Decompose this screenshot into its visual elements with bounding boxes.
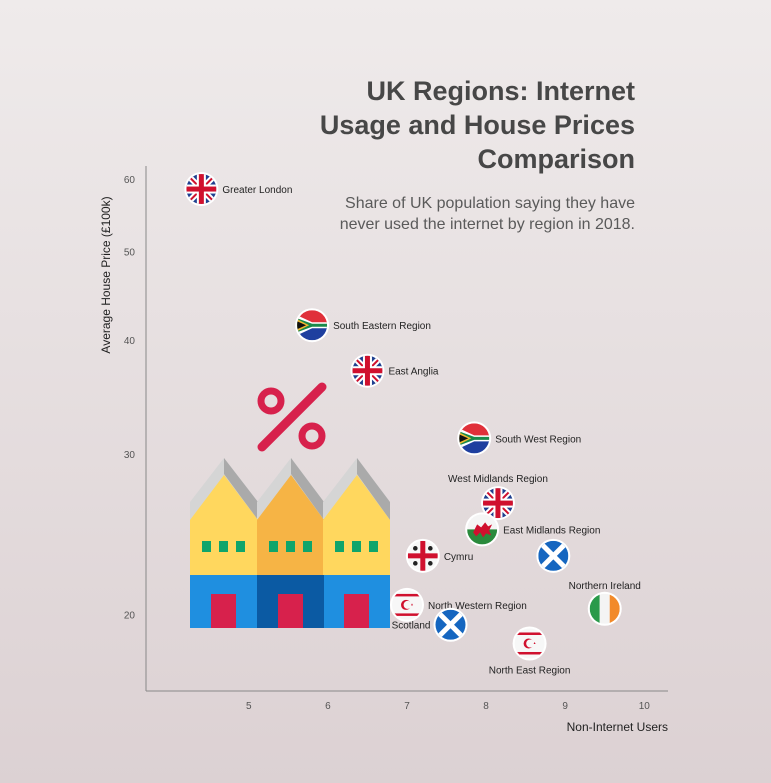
data-point <box>480 486 515 521</box>
data-point <box>587 591 622 626</box>
wales-flag-icon <box>467 514 498 545</box>
y-tick-label: 30 <box>124 450 136 461</box>
data-point-label: Northern Ireland <box>569 581 641 592</box>
data-point <box>457 421 492 456</box>
y-tick-label: 20 <box>124 611 136 622</box>
y-axis-label: Average House Price (£100k) <box>99 196 113 353</box>
south-africa-flag-icon <box>297 310 328 341</box>
england-cross-flag-icon <box>407 540 438 571</box>
data-point-label: North Western Region <box>428 601 527 612</box>
data-point-label: Scotland <box>392 621 431 632</box>
data-point-label: Cymru <box>444 552 473 563</box>
data-point-label: South Eastern Region <box>333 321 431 332</box>
x-tick-label: 9 <box>562 701 568 712</box>
data-point <box>512 626 547 661</box>
scotland-flag-icon <box>436 610 466 640</box>
x-tick-label: 7 <box>404 701 410 712</box>
data-point <box>184 172 219 207</box>
scotland-flag-icon <box>538 541 568 571</box>
data-point-label: East Midlands Region <box>503 525 600 536</box>
y-tick-label: 60 <box>124 175 136 186</box>
x-axis-label: Non-Internet Users <box>567 720 668 734</box>
northern-cyprus-flag-icon <box>392 589 422 620</box>
northern-cyprus-flag-icon <box>514 628 545 659</box>
uk-flag-icon <box>186 174 216 204</box>
data-point <box>295 308 330 343</box>
data-point <box>390 587 424 622</box>
data-point <box>536 538 571 573</box>
data-point <box>433 607 468 642</box>
data-point-label: East Anglia <box>388 367 438 378</box>
x-tick-label: 10 <box>639 701 651 712</box>
chart-subtitle: Share of UK population saying they have … <box>339 195 635 233</box>
x-tick-label: 5 <box>246 701 252 712</box>
data-point-label: West Midlands Region <box>448 474 548 485</box>
percent-icon <box>257 382 327 452</box>
data-point <box>405 538 440 573</box>
data-point-label: South West Region <box>495 434 581 445</box>
south-africa-flag-icon <box>459 423 490 454</box>
chart-title: UK Regions: Internet Usage and House Pri… <box>319 76 635 174</box>
y-tick-label: 40 <box>124 336 136 347</box>
ireland-flag-icon <box>589 593 620 624</box>
x-tick-label: 6 <box>325 701 331 712</box>
data-point-label: Greater London <box>222 185 292 196</box>
house-illustration <box>190 382 390 628</box>
y-tick-label: 50 <box>124 247 136 258</box>
data-point <box>350 353 385 388</box>
uk-flag-icon <box>352 356 382 386</box>
x-tick-label: 8 <box>483 701 489 712</box>
data-point <box>465 512 500 547</box>
data-point-label: North East Region <box>489 665 571 676</box>
houses-icon <box>190 458 390 628</box>
